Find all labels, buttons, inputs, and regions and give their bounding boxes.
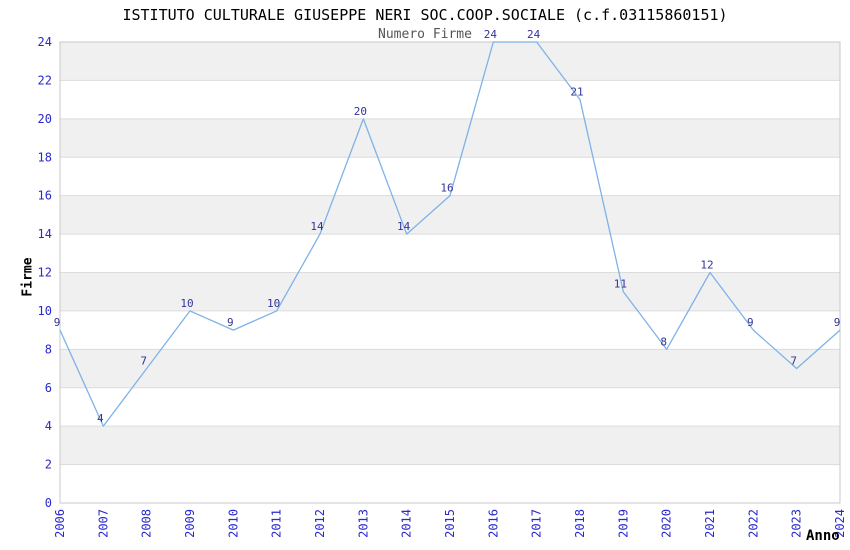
data-label: 10 [267,297,280,310]
data-label: 12 [700,259,713,272]
plot-band [60,234,840,273]
data-label: 4 [97,412,104,425]
x-tick-label: 2009 [183,509,197,538]
y-tick-label: 24 [38,35,52,49]
x-tick-label: 2021 [703,509,717,538]
x-tick-label: 2014 [400,509,414,538]
x-tick-label: 2011 [270,509,284,538]
y-tick-label: 2 [45,458,52,472]
y-tick-label: 20 [38,112,52,126]
y-tick-label: 10 [38,304,52,318]
x-tick-label: 2006 [53,509,67,538]
y-tick-label: 4 [45,419,52,433]
plot-band [60,42,840,81]
data-label: 8 [660,335,667,348]
plot-border [59,41,841,504]
data-label: 16 [440,182,453,195]
y-axis-title: Firme [20,257,36,297]
data-label: 9 [54,316,61,329]
plot-band [60,195,840,235]
data-label: 9 [834,316,841,329]
x-axis-title: Anno [806,528,840,544]
data-label: 10 [180,297,193,310]
y-tick-label: 14 [38,227,52,241]
plot-band [60,310,840,350]
x-tick-label: 2020 [660,509,674,538]
data-label: 14 [397,220,411,233]
data-label: 9 [227,316,234,329]
x-tick-label: 2010 [226,509,240,538]
data-label: 7 [790,355,797,368]
data-label: 21 [570,86,583,99]
plot-band [60,80,840,119]
chart-subtitle: Numero Firme [378,27,472,42]
x-tick-label: 2007 [96,509,110,538]
x-tick-label: 2019 [616,509,630,538]
plot-band [60,118,840,158]
x-tick-label: 2015 [443,509,457,538]
x-tick-label: 2008 [140,509,154,538]
y-tick-label: 6 [45,381,52,395]
plot-band [60,157,840,196]
plot-band [60,464,840,503]
y-tick-label: 12 [38,266,52,280]
plot-band [60,272,840,311]
data-label: 20 [354,105,367,118]
data-label: 11 [614,278,627,291]
data-label: 14 [310,220,324,233]
data-label: 24 [527,28,541,41]
y-tick-label: 8 [45,342,52,356]
x-tick-label: 2016 [486,509,500,538]
plot-band [60,387,840,427]
x-tick-label: 2024 [833,509,847,538]
x-tick-label: 2012 [313,509,327,538]
plot-band [60,426,840,465]
x-tick-label: 2023 [790,509,804,538]
chart-title: ISTITUTO CULTURALE GIUSEPPE NERI SOC.COO… [122,6,728,24]
y-tick-label: 18 [38,150,52,164]
data-label: 9 [747,316,754,329]
y-tick-label: 0 [45,496,52,510]
y-tick-label: 22 [38,73,52,87]
x-tick-label: 2018 [573,509,587,538]
x-tick-label: 2022 [746,509,760,538]
data-label: 7 [140,355,147,368]
series-line [59,41,841,427]
y-tick-label: 16 [38,189,52,203]
x-tick-label: 2013 [356,509,370,538]
plot-band [60,349,840,388]
x-tick-label: 2017 [530,509,544,538]
data-label: 24 [484,28,498,41]
